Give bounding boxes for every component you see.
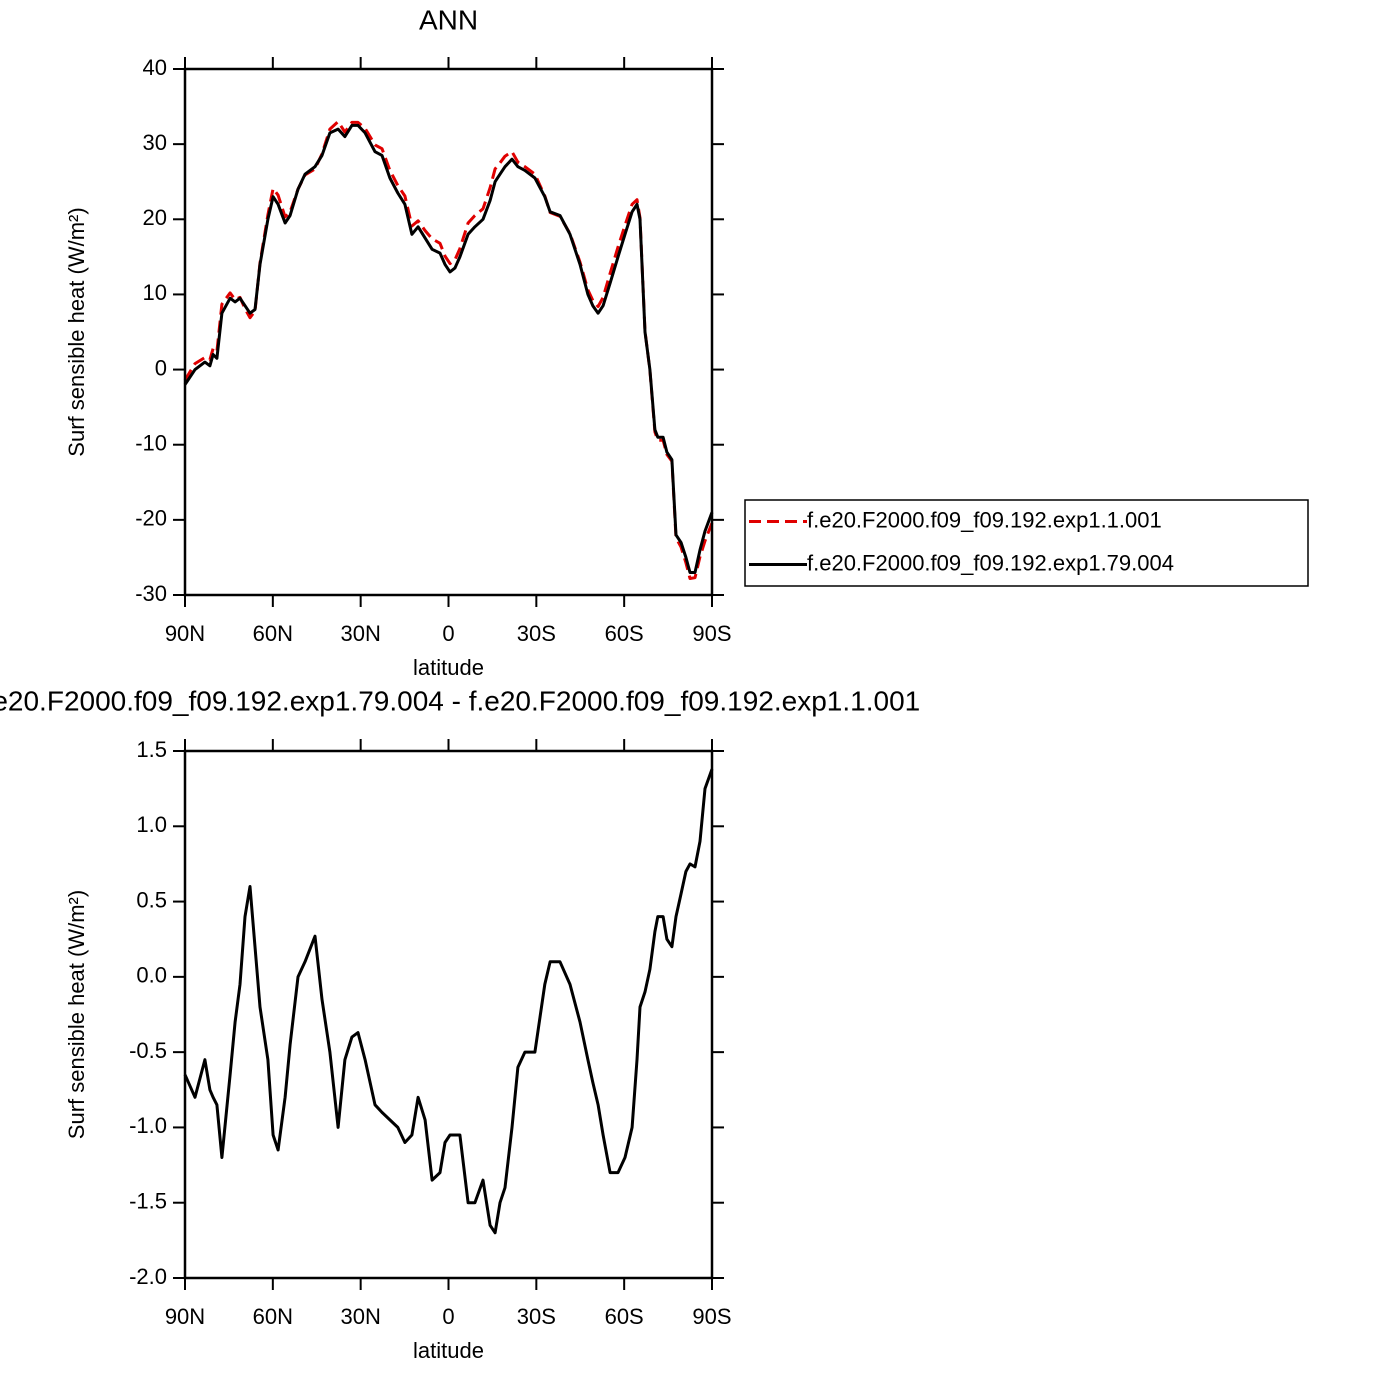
legend-label: f.e20.F2000.f09_f09.192.exp1.79.004 bbox=[807, 550, 1174, 575]
legend-box bbox=[744, 499, 1309, 587]
y-tick-label: 40 bbox=[143, 55, 167, 80]
data-line bbox=[183, 768, 714, 1235]
data-line bbox=[183, 123, 714, 574]
y-tick-label: 0.5 bbox=[136, 887, 167, 912]
x-tick-label: 30N bbox=[340, 1304, 380, 1329]
x-axis-label: latitude bbox=[413, 1338, 484, 1363]
x-tick-label: 90S bbox=[692, 1304, 731, 1329]
y-tick-label: 30 bbox=[143, 130, 167, 155]
x-tick-label: 0 bbox=[442, 1304, 454, 1329]
x-tick-label: 30S bbox=[517, 1304, 556, 1329]
chart-title: ANN bbox=[419, 4, 478, 35]
plot-frame bbox=[183, 749, 714, 1280]
legend-label: f.e20.F2000.f09_f09.192.exp1.1.001 bbox=[807, 507, 1162, 532]
x-tick-label: 90N bbox=[165, 621, 205, 646]
x-tick-label: 60S bbox=[605, 1304, 644, 1329]
y-tick-label: -1.5 bbox=[129, 1189, 167, 1214]
x-tick-label: 0 bbox=[442, 621, 454, 646]
data-line bbox=[183, 120, 714, 580]
y-axis-label: Surf sensible heat (W/m²) bbox=[64, 207, 89, 456]
y-tick-label: 1.0 bbox=[136, 812, 167, 837]
y-tick-label: 20 bbox=[143, 205, 167, 230]
y-tick-label: 10 bbox=[143, 280, 167, 305]
chart-title: f.e20.F2000.f09_f09.192.exp1.79.004 - f.… bbox=[0, 685, 920, 716]
x-axis-label: latitude bbox=[413, 655, 484, 680]
x-tick-label: 60N bbox=[253, 621, 293, 646]
x-tick-label: 90S bbox=[692, 621, 731, 646]
y-tick-label: -0.5 bbox=[129, 1038, 167, 1063]
y-tick-label: 0.0 bbox=[136, 963, 167, 988]
y-tick-label: -10 bbox=[135, 431, 167, 456]
y-tick-label: 1.5 bbox=[136, 737, 167, 762]
y-tick-label: -20 bbox=[135, 506, 167, 531]
y-tick-label: -30 bbox=[135, 581, 167, 606]
x-tick-label: 60S bbox=[605, 621, 644, 646]
y-tick-label: -1.0 bbox=[129, 1113, 167, 1138]
plot-frame bbox=[183, 67, 714, 597]
x-tick-label: 30N bbox=[340, 621, 380, 646]
x-tick-label: 60N bbox=[253, 1304, 293, 1329]
x-tick-label: 30S bbox=[517, 621, 556, 646]
y-tick-label: 0 bbox=[155, 355, 167, 380]
y-tick-label: -2.0 bbox=[129, 1264, 167, 1289]
x-tick-label: 90N bbox=[165, 1304, 205, 1329]
y-axis-label: Surf sensible heat (W/m²) bbox=[64, 890, 89, 1139]
